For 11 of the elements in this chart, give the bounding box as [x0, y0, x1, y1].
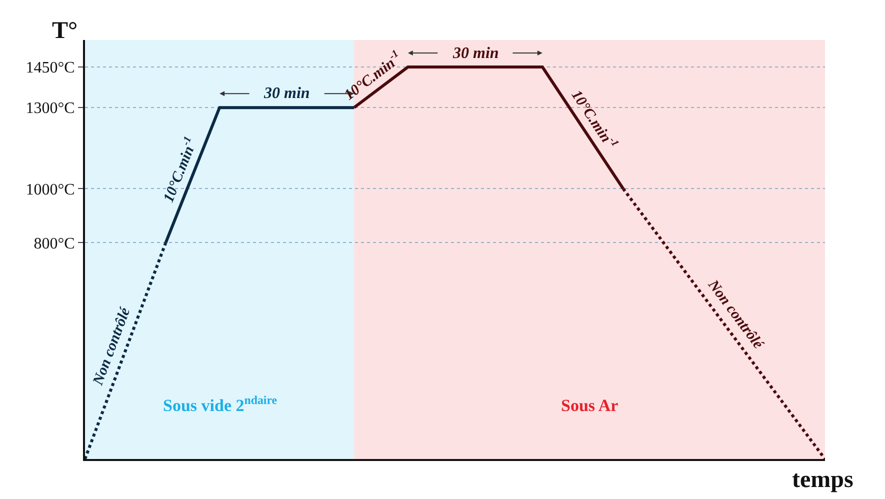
y-tick-label: 1450°C [26, 60, 75, 77]
annotation: Sous vide 2$^{ndaire}$ [163, 393, 278, 416]
y-tick-label: 1300°C [26, 100, 75, 118]
annotation: Non contrôlé [90, 304, 134, 388]
y-tick-label: 1000°C [26, 181, 75, 198]
x-axis-title: temps [792, 467, 854, 493]
annotation: Sous Ar [561, 396, 619, 415]
y-tick-label: 800°C [34, 235, 75, 252]
annotation: 30 min [263, 85, 310, 102]
annotation: 30 min [452, 45, 499, 62]
y-axis-title: T° [52, 18, 78, 44]
